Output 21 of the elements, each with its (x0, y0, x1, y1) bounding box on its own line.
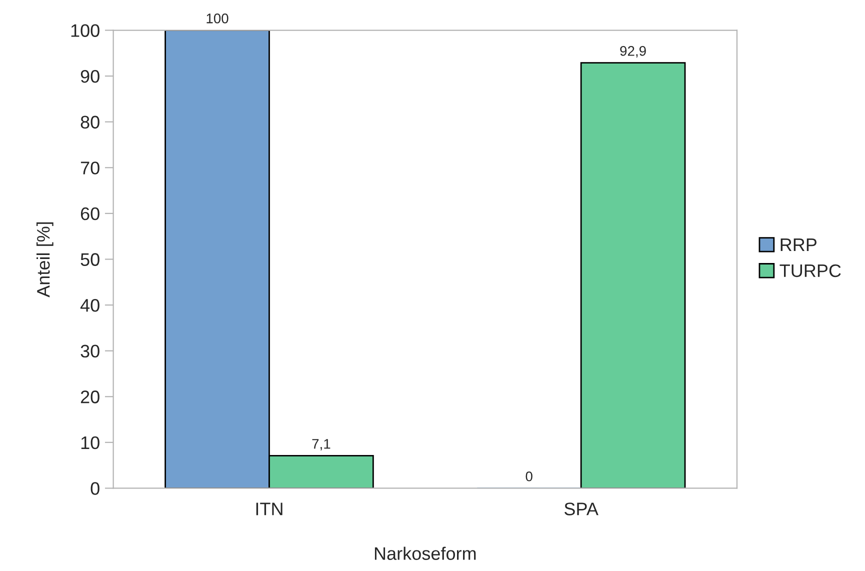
y-tick-label: 80 (80, 116, 100, 129)
y-tick-label: 30 (80, 344, 100, 358)
data-label: 100 (206, 14, 228, 24)
x-tick-label: SPA (564, 502, 598, 516)
y-tick-label: 40 (80, 298, 100, 312)
legend-label: TURPC (780, 264, 841, 278)
data-label: 92,9 (620, 46, 646, 58)
legend-label: RRP (780, 238, 816, 251)
data-label: 7,1 (312, 439, 330, 450)
x-tick-label: ITN (256, 502, 282, 516)
data-label: 0 (526, 471, 532, 482)
y-tick-label: 50 (80, 253, 100, 266)
y-tick-label: 20 (80, 390, 100, 404)
y-tick-label: 90 (80, 70, 100, 83)
y-axis-title: Anteil [%] (36, 222, 54, 298)
y-tick-label: 0 (90, 482, 100, 495)
y-tick-label: 60 (80, 207, 100, 220)
x-axis-title: Narkoseform (374, 546, 476, 560)
y-tick-label: 10 (81, 436, 100, 450)
y-tick-label: 100 (71, 24, 100, 37)
y-tick-label: 70 (80, 162, 100, 174)
